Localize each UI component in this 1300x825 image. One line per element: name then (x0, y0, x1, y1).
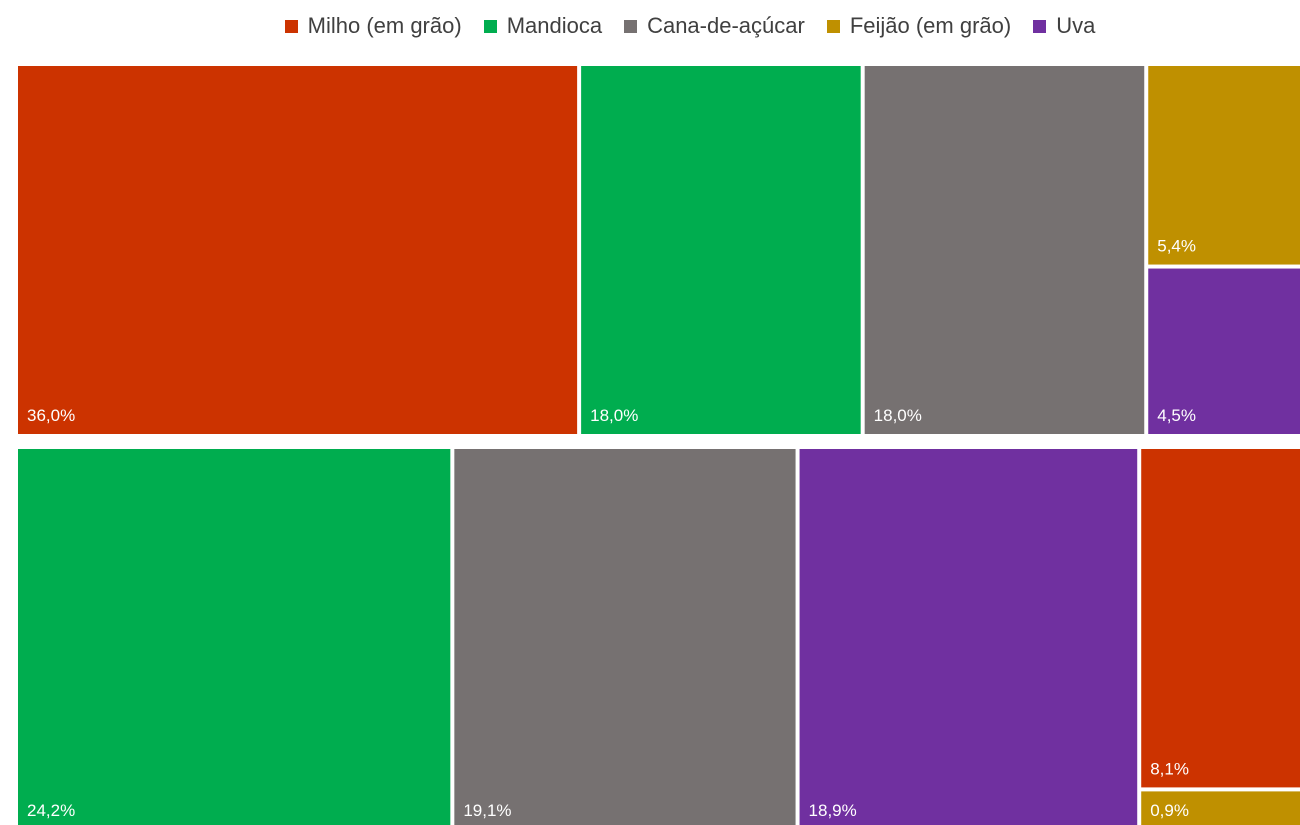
tile-feijao-em-grao-g1 (1148, 66, 1300, 265)
tile-cana-de-acucar-g1 (864, 66, 1145, 434)
legend-label-mandioca: Mandioca (506, 13, 603, 38)
tile-label-uva-g2: 18,9% (809, 801, 857, 820)
tile-label-cana-de-acucar-g2: 19,1% (463, 801, 511, 820)
tile-label-mandioca-g2: 24,2% (27, 801, 75, 820)
tile-mandioca-g2 (18, 449, 451, 825)
legend-label-feijao: Feijão (em grão) (849, 13, 1012, 38)
chart-legend: Milho (em grão) Mandioca Cana-de-açúcar … (0, 6, 1300, 46)
tile-uva-g2 (799, 449, 1138, 825)
tile-label-uva-g1: 4,5% (1157, 406, 1196, 425)
tile-uva-g1 (1148, 268, 1300, 434)
legend-swatch-cana (624, 19, 638, 33)
tile-cana-de-acucar-g2 (454, 449, 796, 825)
tile-feijao-em-grao-g2 (1141, 791, 1300, 825)
tile-label-milho-em-grao-g1: 36,0% (27, 406, 75, 425)
tile-label-feijao-em-grao-g2: 0,9% (1150, 801, 1189, 820)
legend-item-cana: Cana-de-açúcar (624, 13, 805, 39)
tile-label-feijao-em-grao-g1: 5,4% (1157, 237, 1196, 256)
legend-item-mandioca: Mandioca (483, 13, 603, 39)
legend-item-feijao: Feijão (em grão) (826, 13, 1012, 39)
legend-item-uva: Uva (1033, 13, 1095, 39)
legend-label-milho: Milho (em grão) (307, 13, 462, 38)
tile-label-mandioca-g1: 18,0% (590, 406, 638, 425)
tile-label-milho-em-grao-g2: 8,1% (1150, 759, 1189, 778)
tile-mandioca-g1 (581, 66, 861, 434)
legend-swatch-feijao (826, 19, 840, 33)
legend-item-milho: Milho (em grão) (284, 13, 462, 39)
legend-label-uva: Uva (1056, 13, 1096, 38)
tile-milho-em-grao-g2 (1141, 449, 1300, 788)
legend-swatch-uva (1033, 19, 1047, 33)
tile-label-cana-de-acucar-g1: 18,0% (874, 406, 922, 425)
legend-label-cana: Cana-de-açúcar (647, 13, 805, 38)
legend-swatch-milho (284, 19, 298, 33)
legend-swatch-mandioca (483, 19, 497, 33)
tile-milho-em-grao-g1 (18, 66, 578, 434)
